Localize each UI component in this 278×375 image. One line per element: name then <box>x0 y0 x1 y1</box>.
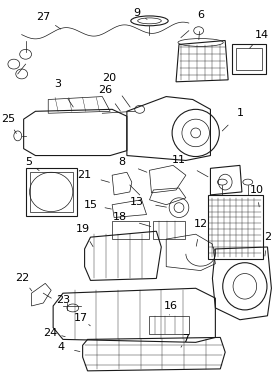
Text: 25: 25 <box>1 114 15 124</box>
Bar <box>232 45 265 74</box>
Text: 22: 22 <box>16 273 30 284</box>
Bar <box>26 168 77 216</box>
Text: 12: 12 <box>193 219 208 230</box>
Text: 11: 11 <box>172 156 186 165</box>
Text: 26: 26 <box>98 85 112 94</box>
Text: 2: 2 <box>264 232 271 242</box>
Text: 15: 15 <box>83 200 98 210</box>
Text: 13: 13 <box>130 197 144 207</box>
Text: 17: 17 <box>74 313 88 323</box>
Text: 1: 1 <box>237 108 244 118</box>
Text: 10: 10 <box>250 185 264 195</box>
Text: 24: 24 <box>43 327 57 338</box>
Text: 19: 19 <box>76 224 90 234</box>
Text: 23: 23 <box>56 295 70 305</box>
Text: 27: 27 <box>36 12 50 22</box>
Bar <box>236 48 262 70</box>
Text: 9: 9 <box>133 8 140 18</box>
Text: 4: 4 <box>58 342 64 352</box>
Text: 7: 7 <box>182 334 189 344</box>
Text: 18: 18 <box>113 213 127 222</box>
Text: 8: 8 <box>118 158 126 167</box>
Text: 16: 16 <box>164 301 178 311</box>
Bar <box>153 221 185 239</box>
Bar <box>29 172 73 211</box>
Text: 6: 6 <box>197 10 204 20</box>
Bar <box>208 195 262 259</box>
Text: 20: 20 <box>102 73 116 83</box>
Text: 21: 21 <box>78 170 92 180</box>
Text: 5: 5 <box>25 158 32 167</box>
Bar <box>112 221 150 239</box>
Text: 3: 3 <box>54 79 61 89</box>
Bar <box>150 316 189 333</box>
Text: 14: 14 <box>255 30 269 40</box>
